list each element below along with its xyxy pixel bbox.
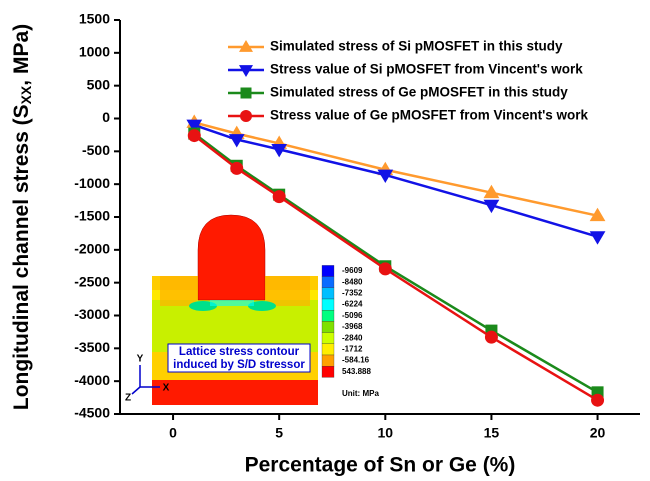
chart: 1500 1000 500 0 -500 -1000 -1500 -2000 -2500 -300… [0,0,650,481]
y-tick-label: 500 [87,76,111,92]
marker [591,232,605,244]
contour-label: -7352 [342,289,363,298]
legend-marker [240,110,252,122]
band [265,276,310,306]
contour-swatch [322,310,334,321]
y-tick-label: -4000 [74,372,110,388]
axis-arrow [132,387,140,394]
contour-label: 543.888 [342,367,371,376]
legend-label: Simulated stress of Ge pMOSFET in this s… [270,85,568,100]
y-tick-label: -500 [82,142,110,158]
contour-swatch [322,333,334,344]
y-tick-label: 1500 [79,11,110,27]
y-axis-title: Longitudinal channel stress (SXX, MPa) [10,24,34,410]
contour-swatch [322,265,334,276]
y-axis-title-part: XX [18,85,34,104]
x-tick-label: 15 [484,425,500,441]
marker [485,331,497,343]
contour-swatch [322,299,334,310]
x-tick-label: 0 [169,425,177,441]
marker [273,191,285,203]
band [160,276,198,306]
marker [231,162,243,174]
y-axis-title-part: Longitudinal channel stress (S [10,104,33,410]
x-axis-title: Percentage of Sn or Ge (%) [245,454,516,477]
y-tick-label: -3500 [74,339,110,355]
contour-swatch [322,288,334,299]
channel [210,300,254,306]
y-tick-label: -1500 [74,208,110,224]
y-tick-label: -2500 [74,273,110,289]
x-tick-label: 5 [275,425,283,441]
inset-axis-label: Z [125,393,131,404]
y-axis-title-part: , MPa) [10,24,33,86]
legend-label: Stress value of Ge pMOSFET from Vincent'… [270,108,589,123]
y-tick-label: 0 [102,109,110,125]
inset-caption: Lattice stress contour [179,346,300,358]
y-tick-label: 1000 [79,44,110,60]
contour-swatch [322,366,334,377]
legend-label: Simulated stress of Si pMOSFET in this s… [270,39,563,54]
contour-swatch [322,277,334,288]
legend-marker [241,88,252,99]
contour-swatch [322,344,334,355]
y-tick-label: -4500 [74,405,110,421]
band [152,380,318,405]
contour-label: -3968 [342,322,363,331]
y-tick-label: -1000 [74,175,110,191]
contour-label: -9609 [342,266,363,275]
unit-label: Unit: MPa [342,389,379,398]
series-line [194,122,597,215]
contour-label: -1712 [342,345,363,354]
contour-swatch [322,355,334,366]
inset-axis-label: X [163,383,170,394]
contour-label: -8480 [342,277,363,286]
gate [198,215,265,300]
contour-label: -584.16 [342,356,370,365]
legend-label: Stress value of Si pMOSFET from Vincent'… [270,62,583,77]
marker [592,394,604,406]
x-tick-label: 10 [378,425,394,441]
contour-label: -2840 [342,333,363,342]
marker [379,263,391,275]
inset-axis-label: Y [137,354,144,365]
contour-label: -5096 [342,311,363,320]
y-tick-label: -2000 [74,241,110,257]
inset-structure [132,215,318,405]
y-tick-label: -3000 [74,306,110,322]
marker [188,130,200,142]
contour-label: -6224 [342,300,363,309]
contour-swatch [322,321,334,332]
x-tick-label: 20 [590,425,606,441]
inset-caption: induced by S/D stressor [173,359,305,371]
